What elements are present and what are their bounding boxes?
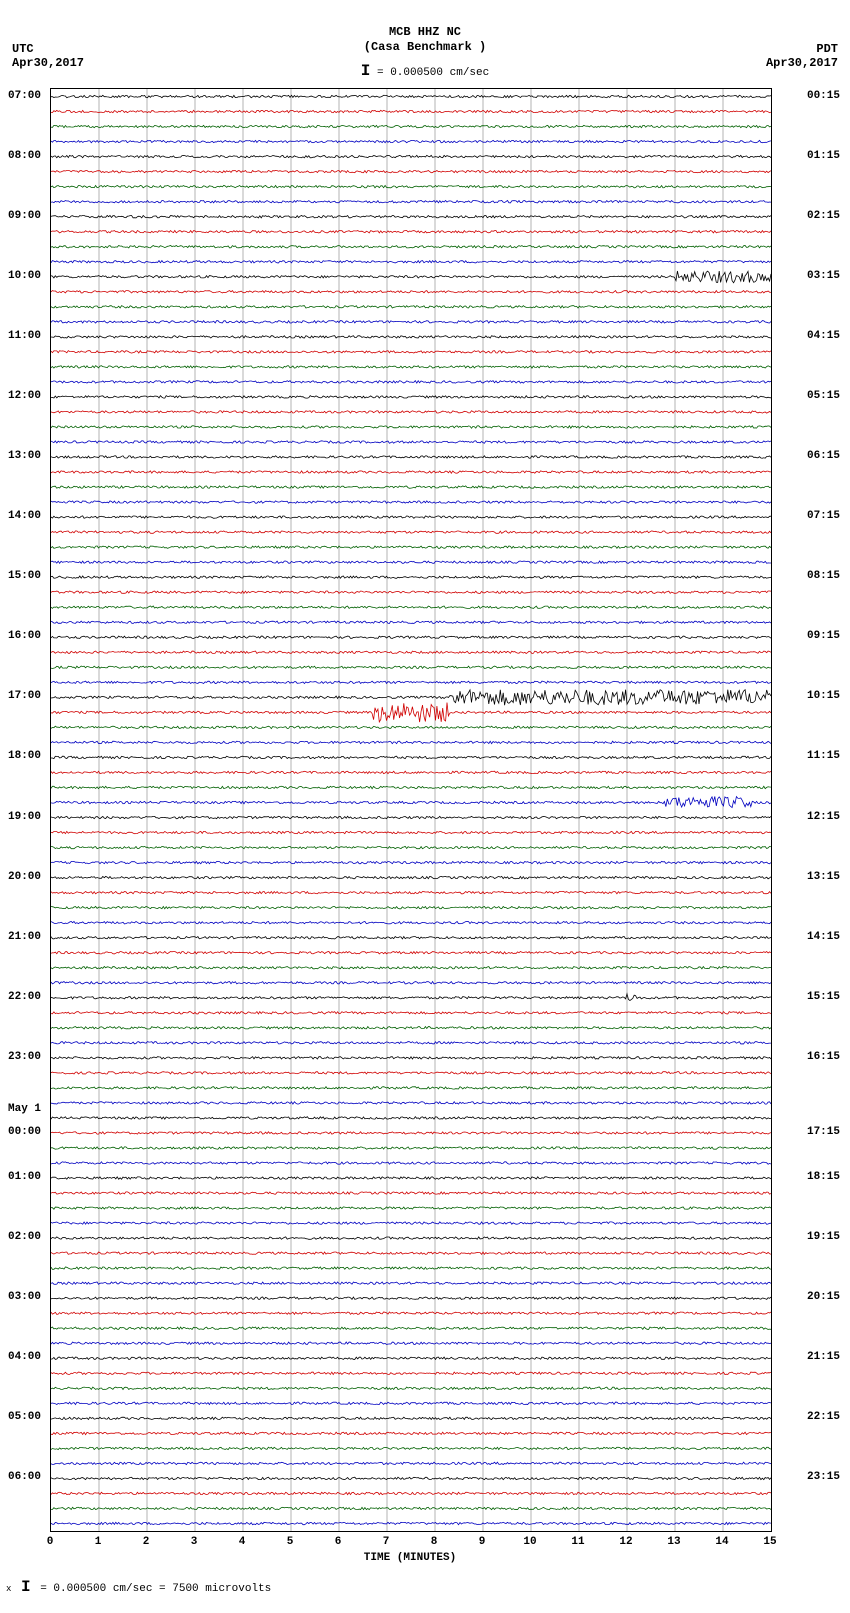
x-tick-label: 0 <box>47 1536 54 1548</box>
seismogram-container: MCB HHZ NC (Casa Benchmark ) I = 0.00050… <box>0 0 850 1613</box>
y-label-right: 22:15 <box>807 1411 840 1423</box>
date-left: Apr30,2017 <box>12 56 84 70</box>
y-label-left: 04:00 <box>8 1351 41 1363</box>
y-label-left: 11:00 <box>8 330 41 342</box>
y-label-left: 07:00 <box>8 90 41 102</box>
y-label-right: 13:15 <box>807 871 840 883</box>
x-tick-label: 4 <box>239 1536 246 1548</box>
y-label-left: 08:00 <box>8 150 41 162</box>
x-tick-label: 9 <box>479 1536 486 1548</box>
x-axis-title: TIME (MINUTES) <box>50 1552 770 1564</box>
y-label-right: 08:15 <box>807 570 840 582</box>
y-label-left: 12:00 <box>8 390 41 402</box>
x-tick-label: 13 <box>667 1536 680 1548</box>
y-label-left: 01:00 <box>8 1171 41 1183</box>
y-label-left: 16:00 <box>8 630 41 642</box>
y-label-right: 06:15 <box>807 450 840 462</box>
x-tick-label: 14 <box>715 1536 728 1548</box>
x-tick-label: 12 <box>619 1536 632 1548</box>
y-label-right: 17:15 <box>807 1126 840 1138</box>
x-tick-label: 10 <box>523 1536 536 1548</box>
y-label-left: 18:00 <box>8 750 41 762</box>
y-label-right: 21:15 <box>807 1351 840 1363</box>
plot-area <box>50 88 772 1532</box>
x-tick-label: 5 <box>287 1536 294 1548</box>
y-label-right: 05:15 <box>807 390 840 402</box>
y-label-left: 15:00 <box>8 570 41 582</box>
y-label-right: 12:15 <box>807 811 840 823</box>
station-title: MCB HHZ NC <box>0 25 850 39</box>
y-label-left: 13:00 <box>8 450 41 462</box>
y-label-left: 02:00 <box>8 1231 41 1243</box>
x-tick-label: 7 <box>383 1536 390 1548</box>
x-tick-label: 8 <box>431 1536 438 1548</box>
y-label-left: 21:00 <box>8 931 41 943</box>
y-label-left: 19:00 <box>8 811 41 823</box>
y-label-right: 00:15 <box>807 90 840 102</box>
timezone-left: UTC <box>12 42 34 56</box>
y-label-right: 20:15 <box>807 1291 840 1303</box>
y-label-left: 09:00 <box>8 210 41 222</box>
y-label-left: 03:00 <box>8 1291 41 1303</box>
y-label-right: 23:15 <box>807 1471 840 1483</box>
x-tick-label: 15 <box>763 1536 776 1548</box>
x-tick-label: 1 <box>95 1536 102 1548</box>
x-tick-label: 3 <box>191 1536 198 1548</box>
y-label-right: 11:15 <box>807 750 840 762</box>
scale-text: = 0.000500 cm/sec <box>377 67 489 79</box>
may-label: May 1 <box>8 1103 41 1115</box>
y-label-right: 07:15 <box>807 510 840 522</box>
footer-scale: x I = 0.000500 cm/sec = 7500 microvolts <box>6 1578 271 1596</box>
y-label-right: 14:15 <box>807 931 840 943</box>
y-label-left: 22:00 <box>8 991 41 1003</box>
y-label-right: 10:15 <box>807 690 840 702</box>
y-label-right: 18:15 <box>807 1171 840 1183</box>
y-label-left: 10:00 <box>8 270 41 282</box>
y-label-right: 04:15 <box>807 330 840 342</box>
y-label-left: 14:00 <box>8 510 41 522</box>
y-label-left: 06:00 <box>8 1471 41 1483</box>
y-label-right: 15:15 <box>807 991 840 1003</box>
scale-indicator: I = 0.000500 cm/sec <box>0 62 850 80</box>
station-location: (Casa Benchmark ) <box>0 40 850 54</box>
y-label-left: 17:00 <box>8 690 41 702</box>
y-label-right: 19:15 <box>807 1231 840 1243</box>
y-label-left: 23:00 <box>8 1051 41 1063</box>
seismogram-traces <box>51 89 771 1531</box>
y-label-right: 01:15 <box>807 150 840 162</box>
y-label-left: 05:00 <box>8 1411 41 1423</box>
y-label-left: 00:00 <box>8 1126 41 1138</box>
y-label-right: 02:15 <box>807 210 840 222</box>
y-label-right: 09:15 <box>807 630 840 642</box>
timezone-right: PDT <box>816 42 838 56</box>
y-label-right: 03:15 <box>807 270 840 282</box>
x-tick-label: 11 <box>571 1536 584 1548</box>
footer-text: = 0.000500 cm/sec = 7500 microvolts <box>40 1583 271 1595</box>
x-tick-label: 2 <box>143 1536 150 1548</box>
x-tick-label: 6 <box>335 1536 342 1548</box>
date-right: Apr30,2017 <box>766 56 838 70</box>
y-label-left: 20:00 <box>8 871 41 883</box>
y-label-right: 16:15 <box>807 1051 840 1063</box>
